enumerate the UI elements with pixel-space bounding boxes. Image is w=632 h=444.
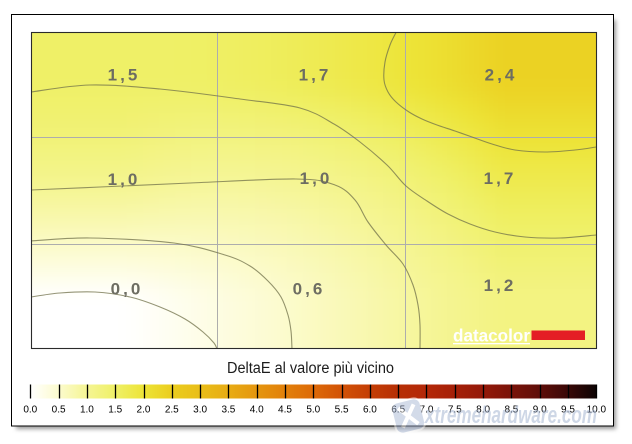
svg-text:1.0: 1.0 <box>80 405 94 416</box>
svg-text:8.5: 8.5 <box>504 405 518 416</box>
svg-text:6.0: 6.0 <box>363 405 377 416</box>
svg-text:4.0: 4.0 <box>250 405 264 416</box>
svg-text:9.0: 9.0 <box>533 405 547 416</box>
svg-text:0,6: 0,6 <box>293 280 326 299</box>
svg-text:5.5: 5.5 <box>335 405 349 416</box>
svg-text:1,0: 1,0 <box>108 170 141 189</box>
svg-text:2,4: 2,4 <box>485 65 518 84</box>
svg-text:DeltaE al valore più vicino: DeltaE al valore più vicino <box>227 360 394 377</box>
svg-text:1,2: 1,2 <box>484 276 517 295</box>
svg-text:1,7: 1,7 <box>484 169 517 188</box>
svg-text:9.5: 9.5 <box>561 405 575 416</box>
svg-text:2.5: 2.5 <box>165 405 179 416</box>
svg-text:0.0: 0.0 <box>23 405 37 416</box>
svg-text:0,0: 0,0 <box>111 280 144 299</box>
svg-text:2.0: 2.0 <box>137 405 151 416</box>
svg-text:3.0: 3.0 <box>193 405 207 416</box>
svg-text:7.5: 7.5 <box>448 405 462 416</box>
svg-text:8.0: 8.0 <box>476 405 490 416</box>
svg-text:7.0: 7.0 <box>420 405 434 416</box>
svg-text:5.0: 5.0 <box>306 405 320 416</box>
svg-text:10.0: 10.0 <box>587 405 607 416</box>
svg-text:1,7: 1,7 <box>299 65 332 84</box>
svg-text:1,0: 1,0 <box>300 169 333 188</box>
svg-text:datacolor: datacolor <box>453 326 530 346</box>
svg-text:0.5: 0.5 <box>52 405 66 416</box>
svg-text:xtremehardware.com: xtremehardware.com <box>424 402 597 429</box>
svg-text:3.5: 3.5 <box>221 405 235 416</box>
svg-text:1,5: 1,5 <box>108 65 141 84</box>
svg-text:4.5: 4.5 <box>278 405 292 416</box>
svg-text:6.5: 6.5 <box>391 405 405 416</box>
svg-text:1.5: 1.5 <box>108 405 122 416</box>
